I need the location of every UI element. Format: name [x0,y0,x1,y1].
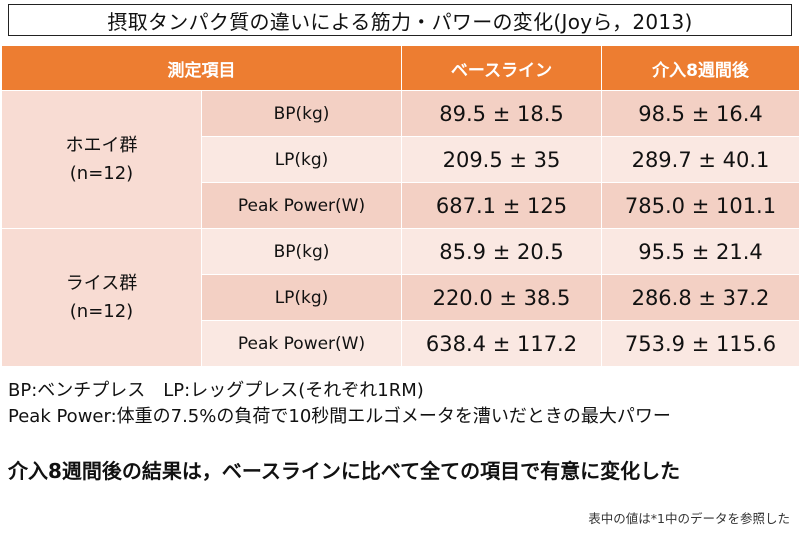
conclusion-text: 介入8週間後の結果は，ベースラインに比べて全ての項目で有意に変化した [8,459,681,483]
source-footnote: 表中の値は*1中のデータを参照した [588,511,790,526]
group-name: ライス群 [65,272,138,294]
table-row: Peak Power(W) 638.4 ± 117.2 753.9 ± 115.… [2,320,800,367]
group-cell-rice: ライス群 (n=12) [1,228,202,367]
item-cell: LP(kg) [201,274,402,321]
after-cell: 753.9 ± 115.6 [601,320,800,367]
results-table: 測定項目 ベースライン 介入8週間後 ホエイ群 (n=12) BP(kg) 89… [1,45,800,367]
table-row: LP(kg) 220.0 ± 38.5 286.8 ± 37.2 [2,274,800,321]
header-baseline: ベースライン [401,45,602,91]
group-cell-whey: ホエイ群 (n=12) [1,90,202,229]
group-n: (n=12) [69,162,134,184]
item-cell: BP(kg) [201,228,402,275]
item-cell: Peak Power(W) [201,182,402,229]
item-cell: LP(kg) [201,136,402,183]
peak-power-note: Peak Power:体重の7.5%の負荷で10秒間エルゴメータを漕いだときの最… [8,406,671,427]
table-row: ホエイ群 (n=12) BP(kg) 89.5 ± 18.5 98.5 ± 16… [1,90,800,229]
baseline-cell: 85.9 ± 20.5 [401,228,602,275]
group-name: ホエイ群 [65,134,138,156]
baseline-cell: 89.5 ± 18.5 [401,90,602,137]
header-after: 介入8週間後 [601,45,800,91]
after-cell: 95.5 ± 21.4 [601,228,800,275]
table-row: Peak Power(W) 687.1 ± 125 785.0 ± 101.1 [2,182,800,229]
table-header-row: 測定項目 ベースライン 介入8週間後 [1,45,800,91]
abbreviation-note: BP:ベンチプレス LP:レッグプレス(それぞれ1RM) [8,380,424,401]
item-cell: BP(kg) [201,90,402,137]
slide-title: 摂取タンパク質の違いによる筋力・パワーの変化(Joyら，2013) [8,4,792,36]
after-cell: 98.5 ± 16.4 [601,90,800,137]
header-item: 測定項目 [1,45,402,91]
item-cell: Peak Power(W) [201,320,402,367]
baseline-cell: 638.4 ± 117.2 [401,320,602,367]
baseline-cell: 220.0 ± 38.5 [401,274,602,321]
after-cell: 785.0 ± 101.1 [601,182,800,229]
baseline-cell: 209.5 ± 35 [401,136,602,183]
table-row: LP(kg) 209.5 ± 35 289.7 ± 40.1 [2,136,800,183]
group-n: (n=12) [69,300,134,322]
after-cell: 289.7 ± 40.1 [601,136,800,183]
after-cell: 286.8 ± 37.2 [601,274,800,321]
baseline-cell: 687.1 ± 125 [401,182,602,229]
table-row: ライス群 (n=12) BP(kg) 85.9 ± 20.5 95.5 ± 21… [1,228,800,367]
